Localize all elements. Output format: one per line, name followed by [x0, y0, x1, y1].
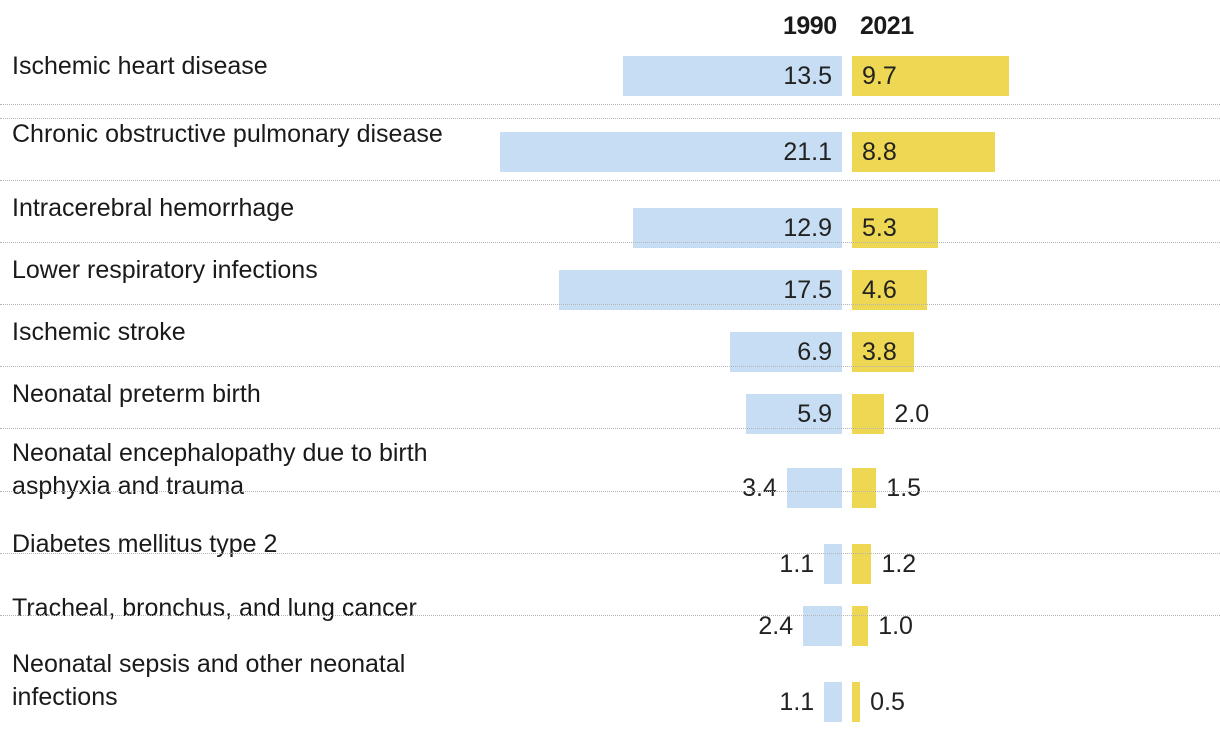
- value-label-1990: 12.9: [783, 214, 832, 242]
- category-label: Lower respiratory infections: [12, 256, 318, 284]
- value-label-1990: 21.1: [783, 138, 832, 166]
- category-label: Chronic obstructive pulmonary disease: [12, 120, 443, 148]
- row-separator: [0, 366, 1220, 367]
- category-label: Ischemic stroke: [12, 318, 186, 346]
- row-separator: [0, 104, 1220, 105]
- bar-2021: [852, 270, 927, 310]
- row-separator: [0, 180, 1220, 181]
- bar-2021: [852, 56, 1010, 96]
- category-label: Neonatal preterm birth: [12, 380, 261, 408]
- value-label-2021: 5.3: [862, 214, 897, 242]
- value-label-1990: 13.5: [783, 62, 832, 90]
- category-label: Neonatal sepsis and other neonatal infec…: [12, 650, 406, 711]
- bar-1990: [786, 468, 842, 508]
- category-label: Ischemic heart disease: [12, 52, 268, 80]
- bar-2021: [852, 132, 995, 172]
- category-label: Diabetes mellitus type 2: [12, 530, 278, 558]
- bar-2021: [852, 208, 938, 248]
- value-label-2021: 9.7: [862, 62, 897, 90]
- category-label: Neonatal encephalopathy due to birth asp…: [12, 439, 428, 500]
- bar-2021: [852, 332, 914, 372]
- bar-2021: [852, 682, 861, 722]
- value-label-2021: 4.6: [862, 276, 897, 304]
- bar-1990: [558, 270, 842, 310]
- bar-1990: [500, 132, 842, 172]
- legend-2021: 2021: [860, 12, 914, 40]
- bar-2021: [852, 394, 885, 434]
- value-label-2021: 2.0: [894, 400, 930, 428]
- value-label-2021: 3.8: [862, 338, 897, 366]
- row-separator: [0, 615, 1220, 616]
- bar-1990: [824, 682, 842, 722]
- value-label-2021: 1.2: [881, 550, 917, 578]
- value-label-2021: 0.5: [870, 688, 905, 716]
- row-separator: [0, 118, 1220, 119]
- row-separator: [0, 242, 1220, 243]
- value-label-1990: 5.9: [797, 400, 832, 428]
- bar-1990: [633, 208, 842, 248]
- row-separator: [0, 553, 1220, 554]
- row-separator: [0, 304, 1220, 305]
- value-label-1990: 1.1: [779, 550, 815, 578]
- value-label-1990: 6.9: [797, 338, 832, 366]
- value-label-1990: 2.4: [758, 612, 794, 640]
- bar-1990: [730, 332, 842, 372]
- bar-1990: [623, 56, 842, 96]
- value-label-2021: 1.0: [878, 612, 913, 640]
- category-label: Tracheal, bronchus, and lung cancer: [12, 594, 417, 622]
- row-separator: [0, 491, 1220, 492]
- value-label-1990: 3.4: [742, 474, 777, 502]
- bar-1990: [803, 606, 842, 646]
- value-label-2021: 1.5: [886, 474, 922, 502]
- value-label-2021: 8.8: [862, 138, 897, 166]
- value-label-1990: 1.1: [779, 688, 815, 716]
- bar-1990: [746, 394, 842, 434]
- value-label-1990: 17.5: [783, 276, 832, 304]
- bar-2021: [852, 544, 872, 584]
- bar-2021: [852, 468, 877, 508]
- bar-2021: [852, 606, 869, 646]
- bar-1990: [824, 544, 842, 584]
- row-separator: [0, 428, 1220, 429]
- category-label: Intracerebral hemorrhage: [12, 194, 295, 222]
- legend-1990: 1990: [783, 12, 837, 40]
